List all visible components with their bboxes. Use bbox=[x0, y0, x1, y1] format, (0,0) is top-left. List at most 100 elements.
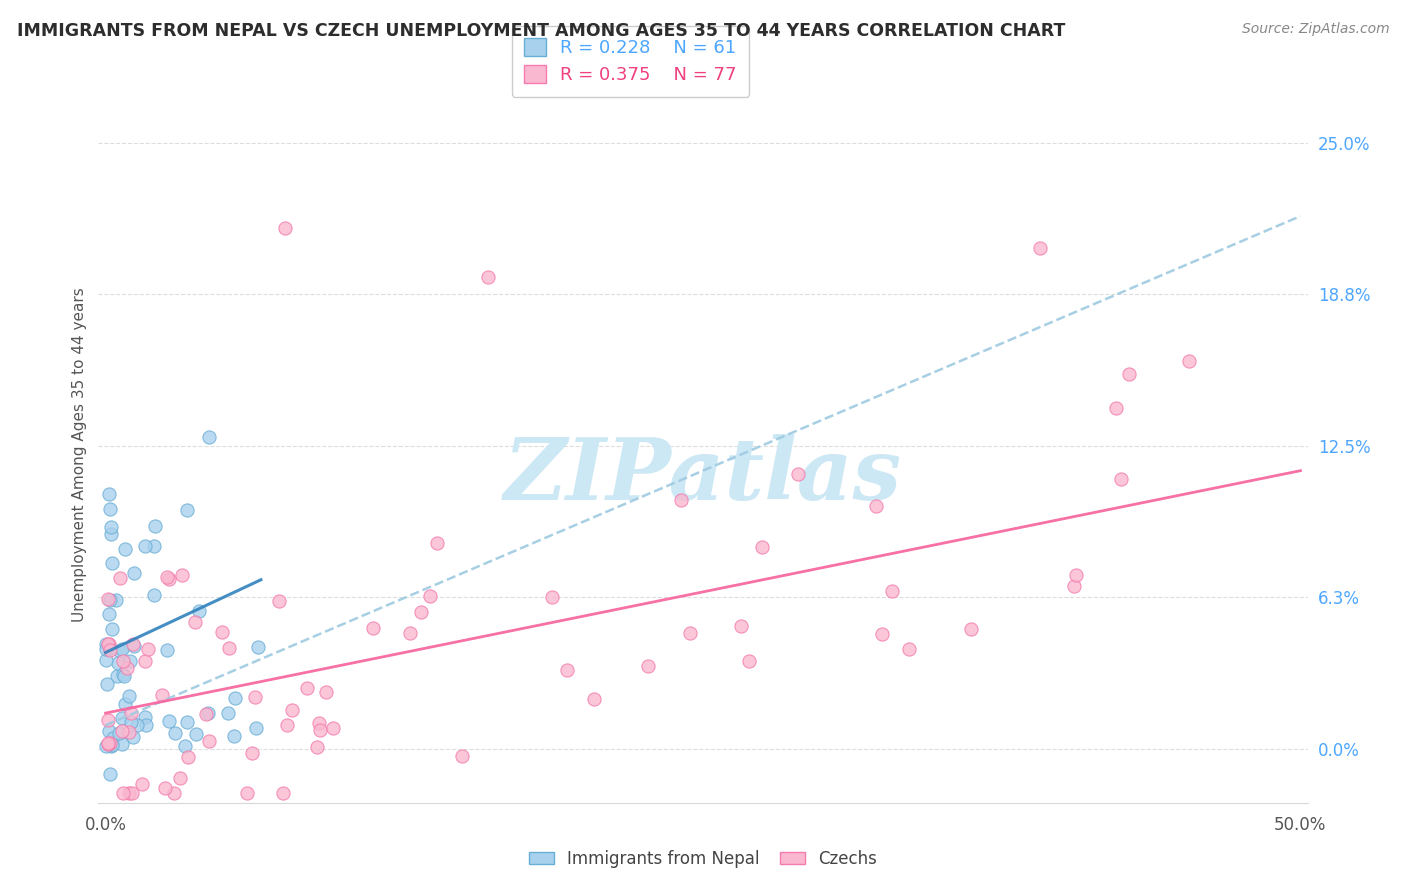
Point bbox=[122, 637, 145, 651]
Point bbox=[98, 642, 121, 657]
Point bbox=[98, 501, 121, 516]
Point bbox=[136, 641, 159, 656]
Point bbox=[98, 487, 121, 501]
Point bbox=[197, 430, 219, 444]
Point bbox=[97, 592, 120, 607]
Point bbox=[117, 786, 139, 800]
Point bbox=[110, 571, 132, 585]
Point bbox=[122, 566, 145, 580]
Point bbox=[240, 746, 263, 760]
Point bbox=[787, 467, 810, 481]
Point bbox=[880, 584, 903, 599]
Point bbox=[97, 737, 120, 751]
Point bbox=[399, 626, 422, 640]
Point bbox=[114, 542, 136, 557]
Point bbox=[960, 622, 983, 636]
Point bbox=[100, 526, 122, 541]
Point bbox=[97, 713, 120, 727]
Text: IMMIGRANTS FROM NEPAL VS CZECH UNEMPLOYMENT AMONG AGES 35 TO 44 YEARS CORRELATIO: IMMIGRANTS FROM NEPAL VS CZECH UNEMPLOYM… bbox=[17, 22, 1066, 40]
Point bbox=[245, 721, 267, 735]
Point bbox=[679, 625, 702, 640]
Point bbox=[156, 642, 179, 657]
Point bbox=[671, 493, 693, 508]
Point bbox=[637, 658, 659, 673]
Point bbox=[142, 588, 165, 602]
Point bbox=[1063, 579, 1085, 593]
Point bbox=[118, 725, 141, 739]
Point bbox=[267, 594, 290, 608]
Point bbox=[315, 684, 337, 698]
Point bbox=[111, 737, 134, 751]
Point bbox=[184, 727, 207, 741]
Point bbox=[98, 766, 121, 780]
Point bbox=[176, 715, 198, 730]
Point bbox=[276, 718, 298, 732]
Point bbox=[118, 654, 141, 668]
Text: ZIPatlas: ZIPatlas bbox=[503, 434, 903, 517]
Point bbox=[897, 642, 920, 657]
Point bbox=[170, 568, 193, 582]
Point bbox=[751, 541, 773, 555]
Point bbox=[243, 690, 266, 705]
Point bbox=[108, 644, 131, 658]
Point bbox=[218, 641, 240, 656]
Text: Source: ZipAtlas.com: Source: ZipAtlas.com bbox=[1241, 22, 1389, 37]
Point bbox=[122, 730, 145, 744]
Point bbox=[157, 714, 180, 728]
Point bbox=[100, 640, 122, 655]
Point bbox=[224, 729, 246, 743]
Point bbox=[224, 691, 246, 706]
Point bbox=[153, 781, 176, 796]
Point bbox=[100, 622, 122, 636]
Point bbox=[273, 786, 295, 800]
Point bbox=[1109, 472, 1132, 486]
Point bbox=[870, 627, 893, 641]
Point bbox=[541, 590, 564, 604]
Point bbox=[150, 688, 173, 702]
Point bbox=[197, 706, 219, 720]
Point bbox=[104, 592, 127, 607]
Point bbox=[1029, 241, 1052, 255]
Point bbox=[101, 557, 124, 571]
Point bbox=[134, 710, 156, 724]
Point bbox=[101, 737, 124, 751]
Point bbox=[112, 667, 135, 681]
Point bbox=[94, 653, 117, 667]
Point bbox=[120, 706, 142, 720]
Point bbox=[363, 621, 385, 635]
Point bbox=[98, 593, 121, 607]
Point bbox=[173, 739, 195, 753]
Point bbox=[1118, 368, 1140, 382]
Point bbox=[274, 221, 297, 235]
Point bbox=[162, 786, 184, 800]
Point bbox=[114, 697, 136, 711]
Point bbox=[135, 718, 157, 732]
Point bbox=[100, 520, 122, 534]
Point bbox=[217, 706, 239, 721]
Point bbox=[134, 539, 156, 553]
Point bbox=[451, 749, 474, 764]
Point bbox=[1064, 568, 1087, 582]
Point bbox=[111, 711, 134, 725]
Point bbox=[94, 739, 117, 753]
Point bbox=[117, 689, 139, 703]
Point bbox=[157, 572, 180, 586]
Point bbox=[307, 740, 329, 755]
Point bbox=[247, 640, 270, 655]
Point bbox=[1104, 401, 1126, 416]
Point bbox=[176, 503, 198, 517]
Point bbox=[419, 589, 441, 603]
Point bbox=[112, 669, 135, 683]
Point bbox=[107, 656, 129, 670]
Y-axis label: Unemployment Among Ages 35 to 44 years: Unemployment Among Ages 35 to 44 years bbox=[72, 287, 87, 623]
Point bbox=[163, 725, 186, 739]
Point bbox=[97, 736, 120, 750]
Point bbox=[108, 726, 131, 740]
Point bbox=[198, 734, 221, 748]
Point bbox=[134, 654, 156, 668]
Point bbox=[169, 771, 191, 785]
Point bbox=[105, 669, 128, 683]
Point bbox=[97, 637, 120, 651]
Point bbox=[730, 619, 752, 633]
Point bbox=[426, 535, 449, 549]
